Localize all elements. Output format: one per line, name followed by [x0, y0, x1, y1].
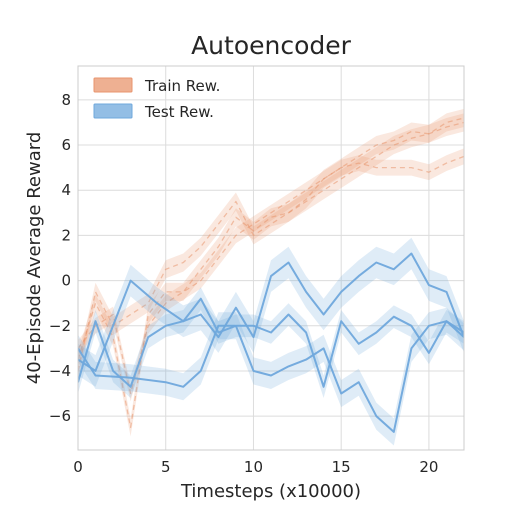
- x-tick-label-4: 20: [419, 458, 438, 476]
- series-4-line: [78, 320, 464, 433]
- series-5-line: [78, 297, 464, 388]
- plot-background: [78, 66, 464, 450]
- series-0-band: [78, 108, 464, 437]
- series-2-line: [78, 155, 464, 395]
- series-2-band: [78, 148, 464, 402]
- series-1-line: [78, 121, 464, 372]
- legend-swatch-train: [93, 77, 133, 93]
- x-tick-label-3: 15: [332, 458, 351, 476]
- y-tick-label-7: 8: [61, 91, 71, 109]
- y-tick-label-0: −6: [49, 407, 71, 425]
- legend-label-test: Test Rew.: [144, 103, 214, 121]
- series-layer: [78, 108, 464, 446]
- x-tick-labels: 0 5 10 15 20: [73, 458, 438, 476]
- chart-title: Autoencoder: [191, 31, 352, 60]
- series-3-band: [78, 237, 464, 387]
- y-tick-label-6: 6: [61, 136, 71, 154]
- series-3-line: [78, 252, 464, 372]
- x-tick-label-1: 5: [161, 458, 171, 476]
- x-axis-label: Timesteps (x10000): [180, 481, 361, 502]
- y-tick-label-1: −4: [49, 362, 71, 380]
- x-tick-label-0: 0: [73, 458, 83, 476]
- series-5-band: [78, 287, 464, 398]
- x-tick-label-2: 10: [244, 458, 263, 476]
- legend-swatch-test: [93, 103, 133, 119]
- legend-label-train: Train Rew.: [144, 77, 220, 95]
- y-tick-label-3: 0: [61, 272, 71, 290]
- y-tick-labels: −6 −4 −2 0 2 4 6 8: [49, 91, 71, 425]
- grid: [77, 66, 464, 450]
- y-axis-label: 40-Episode Average Reward: [24, 132, 45, 384]
- y-tick-label-4: 2: [61, 226, 71, 244]
- series-1-band: [78, 113, 464, 381]
- y-tick-label-2: −2: [49, 317, 71, 335]
- legend: Train Rew. Test Rew.: [93, 77, 220, 121]
- plot-frame: [77, 65, 465, 451]
- y-tick-label-5: 4: [61, 181, 71, 199]
- series-4-band: [78, 307, 464, 446]
